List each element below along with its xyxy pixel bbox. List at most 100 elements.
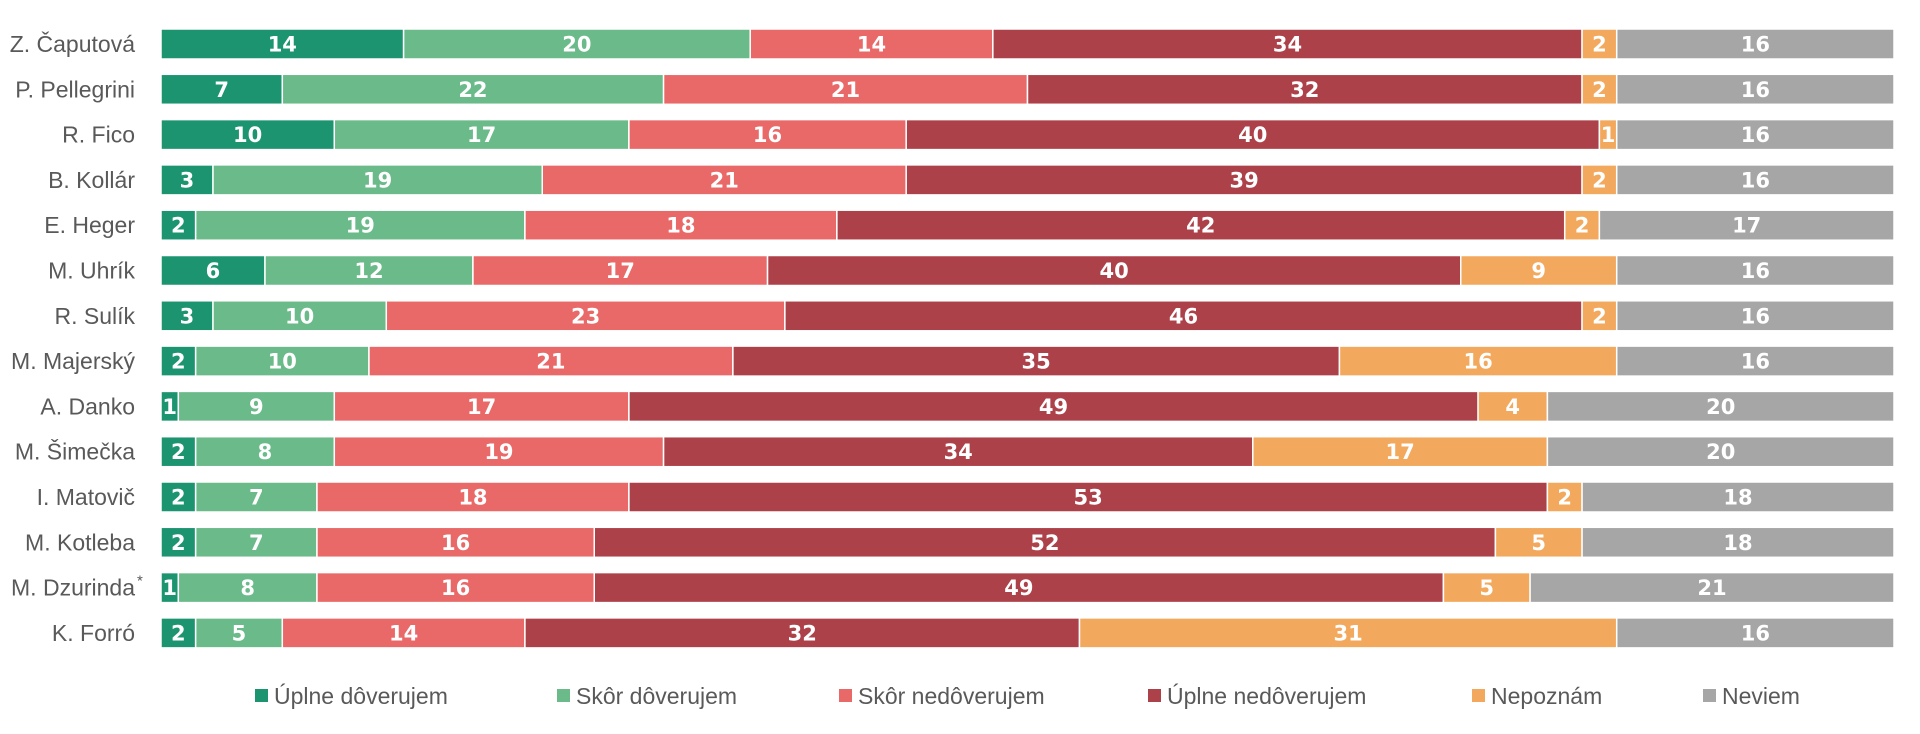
bar-segment: [385, 300, 786, 332]
bar-segment: [333, 118, 630, 151]
data-label: 7: [249, 486, 264, 510]
bar-segment: [194, 209, 526, 241]
data-label: 8: [240, 576, 255, 600]
bar-segment: [333, 390, 630, 423]
bar-segment: [402, 28, 751, 60]
data-label: 5: [1479, 576, 1494, 600]
data-label: 21: [831, 78, 860, 102]
data-label: 32: [788, 621, 817, 645]
chart-legend: Úplne dôverujem Skôr dôverujem Skôr nedôve…: [255, 683, 1800, 709]
data-label: 2: [171, 440, 186, 464]
data-label: 16: [1741, 259, 1770, 283]
data-label: 34: [1273, 33, 1302, 57]
bar-segment: [160, 28, 405, 60]
data-label: 16: [1463, 350, 1492, 374]
data-label: 16: [1741, 168, 1770, 192]
data-label: 16: [1741, 621, 1770, 645]
bar-segment: [1615, 300, 1895, 332]
bar-segment: [1615, 345, 1895, 377]
data-label: 2: [1592, 78, 1607, 102]
data-label: 49: [1004, 576, 1033, 600]
category-label: M. Šimečka: [15, 438, 135, 465]
data-label: 2: [171, 621, 186, 645]
bar-segment: [905, 118, 1601, 151]
data-label: 2: [1557, 486, 1572, 510]
data-label: 46: [1169, 304, 1198, 328]
bar-segment: [1546, 481, 1583, 513]
data-label: 32: [1290, 78, 1319, 102]
data-label: 19: [363, 168, 392, 192]
bar-segment: [524, 617, 1081, 649]
bar-segment: [160, 526, 197, 559]
legend-label: Úplne nedôverujem: [1167, 683, 1366, 709]
bar-segment: [177, 571, 318, 604]
bar-segment: [1338, 345, 1618, 377]
data-label: 40: [1238, 123, 1267, 147]
bar-segment: [593, 526, 1497, 559]
bar-row: M. Majerský 2 10 21 35 16 16: [11, 345, 1895, 377]
data-label: 8: [258, 440, 273, 464]
legend-item: Úplne dôverujem: [255, 683, 448, 709]
bar-segment: [194, 435, 336, 468]
legend-swatch: [1472, 689, 1485, 702]
bar-segment: [1442, 571, 1531, 604]
data-label: 17: [467, 123, 496, 147]
data-label: 16: [753, 123, 782, 147]
bar-segment: [784, 300, 1583, 332]
bar-segment: [1546, 435, 1895, 468]
data-label: 3: [180, 304, 195, 328]
data-label: 7: [249, 531, 264, 555]
bar-row: I. Matovič 2 7 18 53 2 18: [37, 481, 1895, 513]
legend-item: Úplne nedôverujem: [1148, 683, 1366, 709]
legend-swatch: [557, 689, 570, 702]
bar-row: M. Dzurinda * 1 8 16 49 5 21: [11, 571, 1895, 604]
bar-segment: [662, 73, 1029, 106]
bar-segment: [1529, 571, 1895, 604]
bar-row: P. Pellegrini 7 22 21 32 2 16: [15, 73, 1895, 106]
category-label: E. Heger: [44, 212, 135, 238]
category-label: B. Kollár: [48, 167, 135, 193]
bar-segment: [1581, 526, 1895, 559]
data-label: 1: [1601, 123, 1616, 147]
legend-label: Skôr dôverujem: [576, 683, 737, 709]
data-label: 2: [171, 531, 186, 555]
data-label: 16: [1741, 123, 1770, 147]
legend-swatch: [839, 689, 852, 702]
legend-item: Skôr dôverujem: [557, 683, 737, 709]
data-label: 20: [562, 33, 591, 57]
data-label: 39: [1230, 168, 1259, 192]
bar-row: M. Uhrík 6 12 17 40 9 16: [48, 254, 1895, 287]
bar-segment: [1615, 73, 1895, 106]
legend-item: Nepoznám: [1472, 683, 1602, 709]
bar-segment: [766, 254, 1462, 287]
bar-segment: [160, 254, 266, 287]
category-label: M. Dzurinda: [11, 575, 135, 601]
data-label: 4: [1505, 395, 1520, 419]
bar-segment: [194, 617, 284, 649]
data-label: 16: [441, 576, 470, 600]
data-label: 53: [1074, 486, 1103, 510]
legend-label: Neviem: [1722, 683, 1800, 709]
bar-segment: [160, 118, 336, 151]
category-label: A. Danko: [40, 393, 135, 419]
data-label: 34: [944, 440, 973, 464]
bar-row: E. Heger 2 19 18 42 2 17: [44, 209, 1895, 241]
data-label: 19: [346, 214, 375, 238]
data-label: 2: [171, 486, 186, 510]
bar-segment: [628, 390, 1479, 423]
data-label: 18: [666, 214, 695, 238]
bar-row: A. Danko 1 9 17 49 4 20: [40, 390, 1895, 423]
data-label: 17: [467, 395, 496, 419]
category-label: Z. Čaputová: [10, 30, 135, 57]
bar-segment: [316, 571, 595, 604]
data-label: 35: [1022, 350, 1051, 374]
data-label: 6: [206, 259, 221, 283]
data-label: 18: [1723, 531, 1752, 555]
category-label: R. Fico: [62, 122, 135, 148]
data-label: 1: [162, 395, 177, 419]
bar-row: B. Kollár 3 19 21 39 2 16: [48, 164, 1895, 196]
data-label: 7: [214, 78, 229, 102]
bar-segment: [1615, 28, 1895, 60]
category-label: M. Kotleba: [25, 529, 135, 555]
